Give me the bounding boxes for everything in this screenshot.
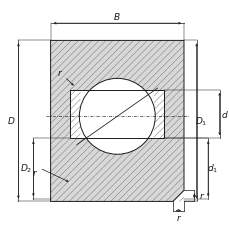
Text: r: r [33,168,36,177]
Text: r: r [199,191,202,201]
Text: d: d [221,110,226,119]
Text: $D_2$: $D_2$ [19,161,32,174]
Text: $d_1$: $d_1$ [206,161,217,174]
Polygon shape [50,41,183,202]
Circle shape [79,79,155,155]
Text: r: r [176,213,180,222]
Polygon shape [70,90,164,139]
Text: $D_1$: $D_1$ [194,115,207,128]
Text: r: r [58,69,61,78]
Text: B: B [114,13,120,22]
Text: D: D [8,117,14,126]
